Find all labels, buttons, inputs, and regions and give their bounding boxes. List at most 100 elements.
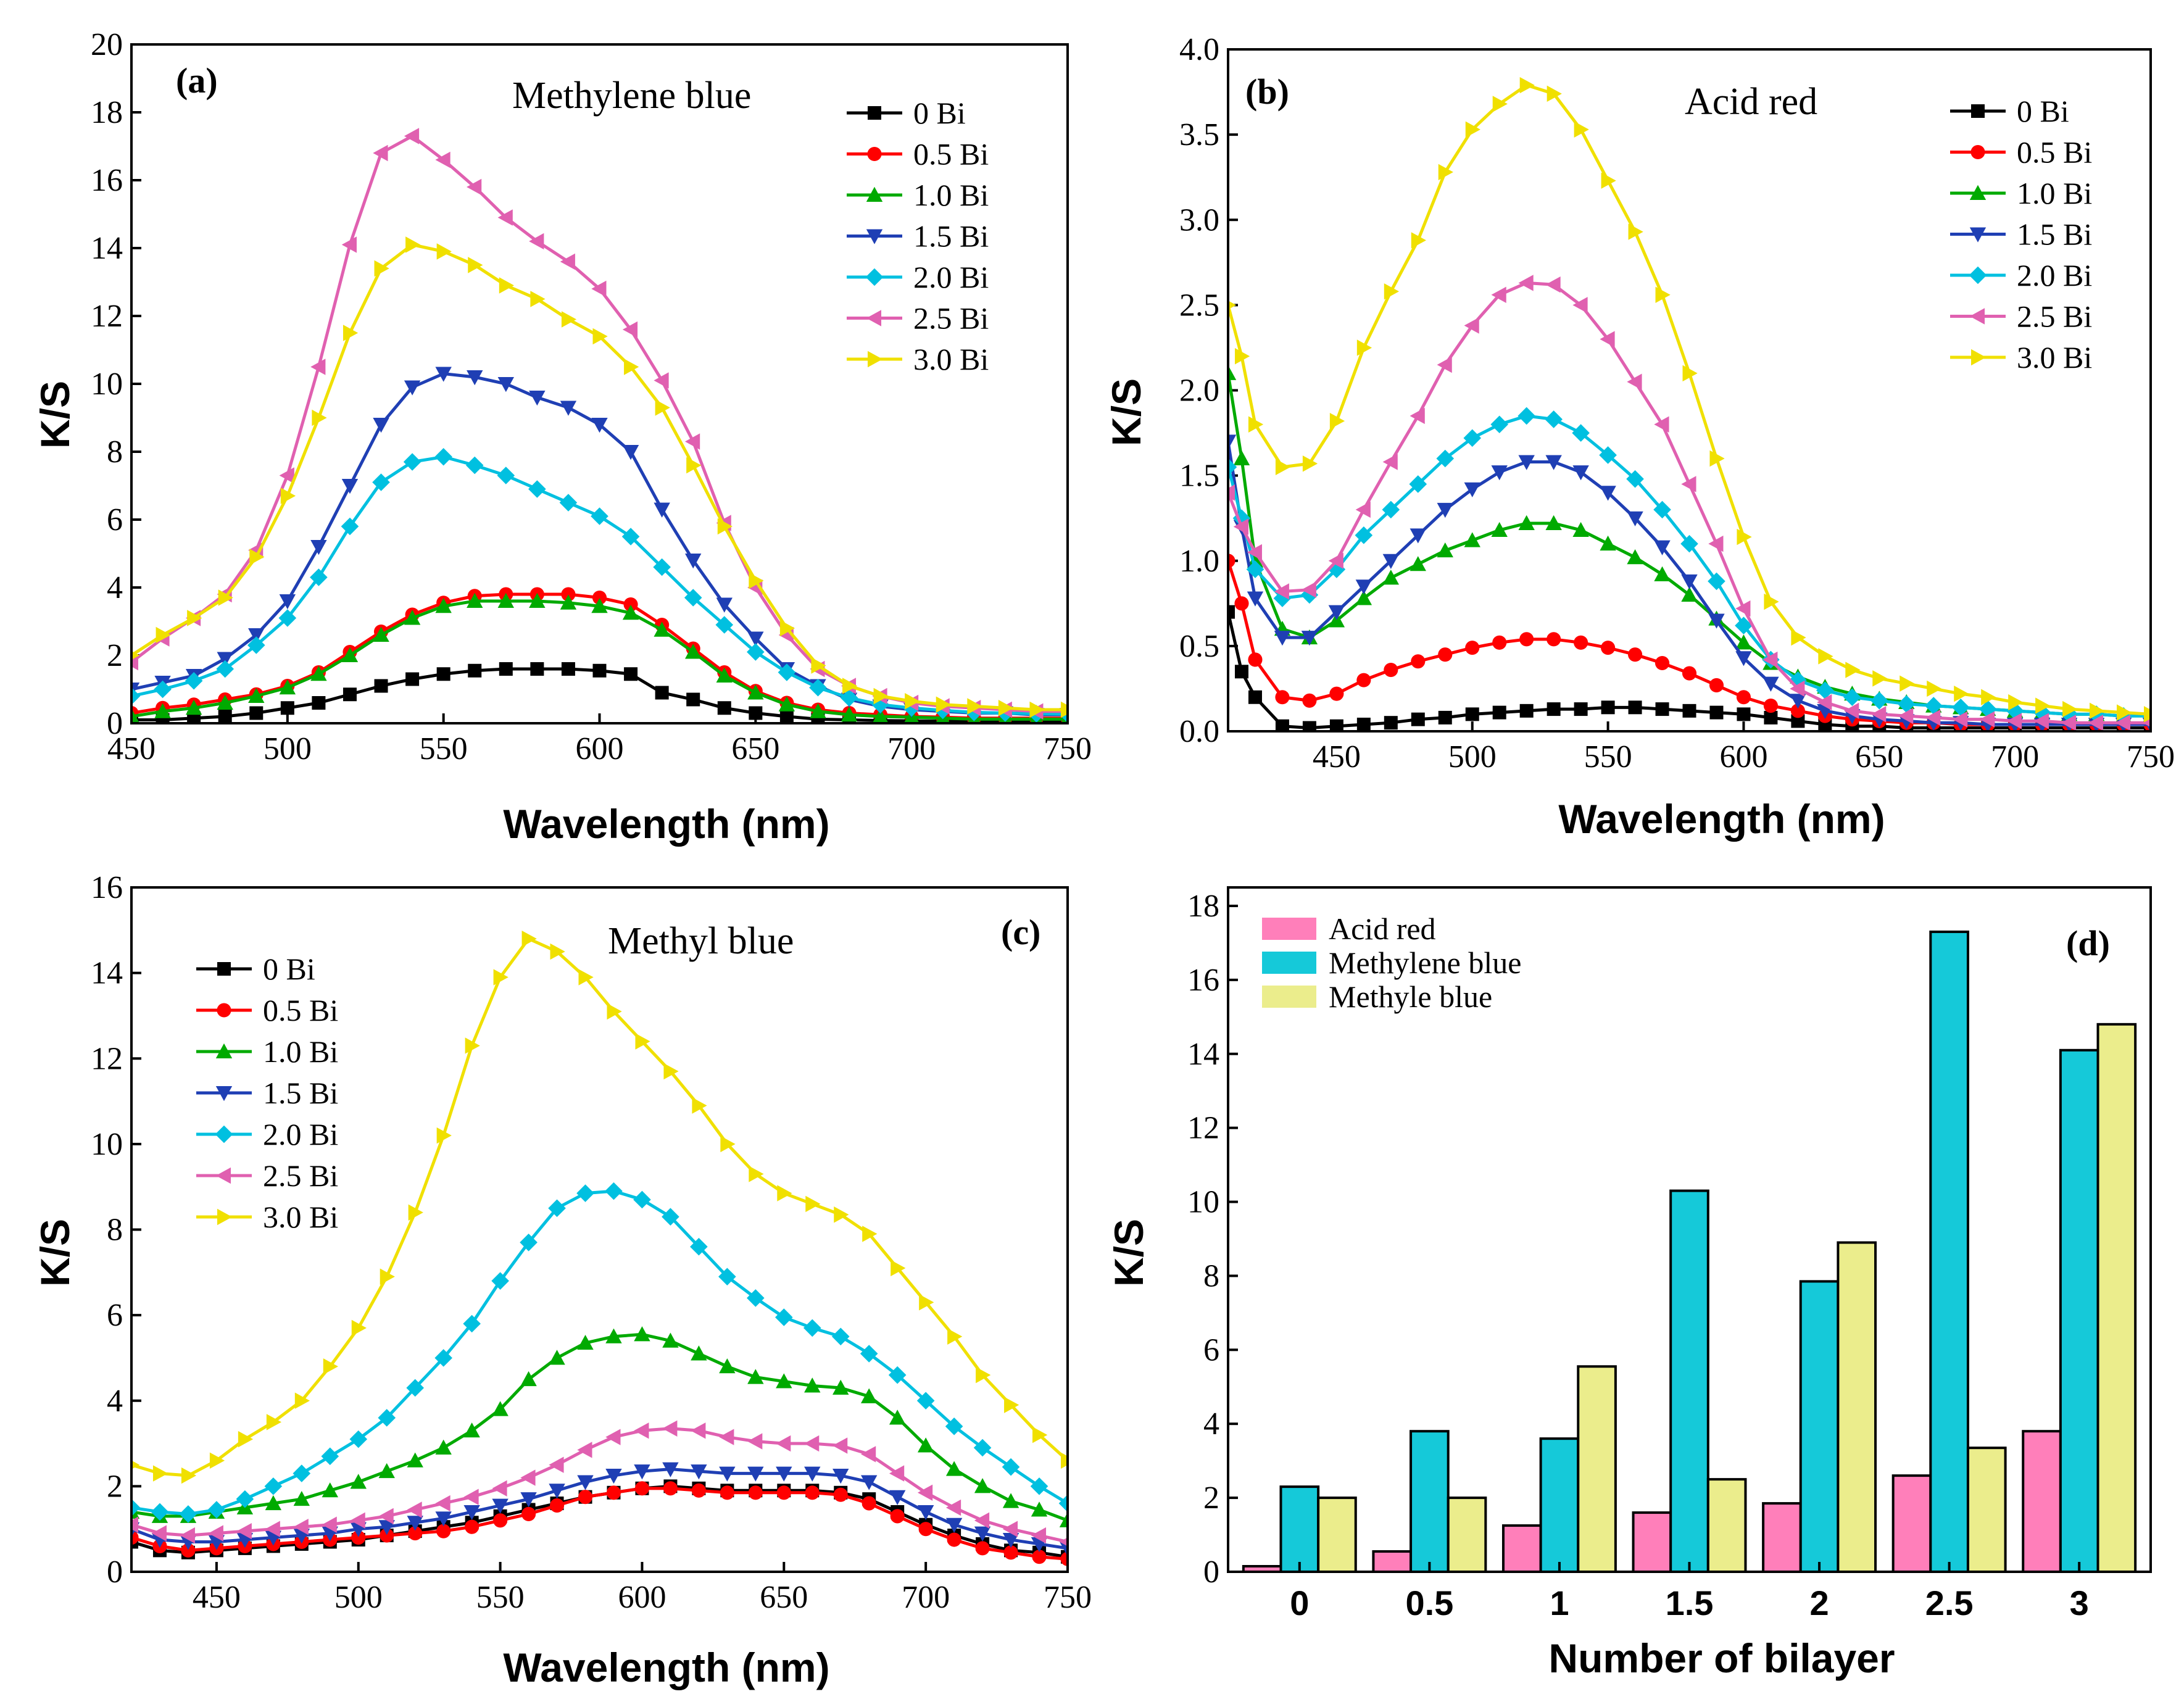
- data-point-0-bi: [592, 663, 607, 678]
- panel-d-ytick-label: 16: [1187, 963, 1219, 998]
- data-point-2-0-bi: [662, 1208, 679, 1226]
- data-point-2-5-bi: [591, 280, 607, 297]
- data-point-0-5-bi: [521, 1506, 536, 1521]
- data-point-0-bi: [249, 706, 264, 720]
- legend-label: 3.0 Bi: [2017, 340, 2092, 375]
- panel-d-ytick-label: 8: [1203, 1258, 1219, 1293]
- data-point-0-bi: [1709, 705, 1724, 720]
- data-point-1-5-bi: [404, 380, 421, 396]
- legend-swatch-marker: [866, 229, 883, 244]
- data-point-3-0-bi: [1519, 77, 1535, 94]
- panel-d-ytick-label: 0: [1203, 1555, 1219, 1590]
- panel-c-ytick-label: 14: [91, 956, 123, 991]
- data-point-1-5-bi: [634, 1464, 650, 1480]
- data-point-2-5-bi: [1274, 583, 1289, 600]
- legend-item-methylene-blue: Methylene blue: [1262, 945, 1521, 980]
- panel-b-xtick-label: 450: [1313, 739, 1361, 774]
- data-point-3-0-bi: [2090, 702, 2105, 720]
- data-point-2-5-bi: [1898, 707, 1914, 724]
- data-point-1-0-bi: [310, 666, 327, 681]
- data-point-3-0-bi: [323, 1358, 338, 1375]
- data-point-2-0-bi: [1843, 688, 1861, 707]
- legend-item-0-bi: 0 Bi: [847, 96, 966, 130]
- panel-d-ytick-label: 2: [1203, 1480, 1219, 1516]
- data-point-0-5-bi: [1329, 686, 1344, 701]
- series-2-5-bi: [1228, 275, 2151, 731]
- data-point-3-0-bi: [131, 1460, 140, 1469]
- data-point-0-5-bi: [1763, 699, 1778, 713]
- data-point-3-0-bi: [998, 700, 1014, 716]
- data-point-2-0-bi: [1735, 616, 1753, 635]
- data-point-3-0-bi: [1465, 121, 1480, 138]
- legend-label: 0 Bi: [263, 952, 315, 986]
- data-point-0-5-bi: [833, 1487, 848, 1502]
- data-point-2-5-bi: [1491, 286, 1506, 303]
- data-point-0-bi: [374, 679, 388, 693]
- data-point-1-0-bi: [1382, 570, 1400, 585]
- data-point-3-0-bi: [1061, 1452, 1068, 1469]
- panel-c-ytick-label: 6: [107, 1298, 123, 1333]
- panel-c-xlabel: Wavelength (nm): [503, 1645, 829, 1690]
- panel-d-xtick-label: 2: [1809, 1584, 1829, 1622]
- data-point-0-bi: [561, 662, 575, 676]
- data-point-2-5-bi: [1871, 706, 1887, 723]
- data-point-1-0-bi: [747, 1369, 764, 1384]
- data-point-2-0-bi: [131, 687, 141, 705]
- legend-swatch-marker: [865, 268, 884, 286]
- data-point-1-5-bi: [577, 1475, 594, 1490]
- data-point-2-0-bi: [1708, 572, 1725, 591]
- panel-b-xtick-label: 750: [2127, 739, 2175, 774]
- legend-swatch-marker: [1969, 227, 1987, 243]
- data-point-2-5-bi: [341, 236, 357, 253]
- data-point-2-5-bi: [529, 233, 544, 250]
- data-point-0-5-bi: [1736, 690, 1751, 705]
- data-point-3-0-bi: [238, 1430, 254, 1448]
- data-point-1-5-bi: [1247, 591, 1264, 607]
- panel-c-label: (c): [1001, 912, 1040, 952]
- data-point-2-5-bi: [560, 253, 575, 270]
- panel-c-xtick-label: 450: [193, 1580, 241, 1615]
- panel-b-title: Acid red: [1685, 81, 1817, 123]
- data-point-1-5-bi: [917, 1505, 934, 1521]
- panel-a-plot-area: [131, 128, 1068, 723]
- panel-a-xtick-label: 550: [420, 731, 468, 766]
- bar-methylene-blue-0-5: [1410, 1430, 1450, 1573]
- data-point-0-5-bi: [1601, 641, 1616, 655]
- data-point-3-0-bi: [777, 1185, 792, 1202]
- panel-d-ytick-label: 4: [1203, 1406, 1219, 1442]
- data-point-1-0-bi: [1491, 521, 1508, 538]
- data-point-3-0-bi: [561, 311, 577, 328]
- data-point-0-5-bi: [1032, 1550, 1047, 1564]
- data-point-0-bi: [530, 662, 544, 676]
- data-point-1-5-bi: [1355, 579, 1372, 595]
- legend-swatch-marker: [1971, 104, 1985, 118]
- data-point-1-5-bi: [549, 1484, 565, 1499]
- series-line-2-5-bi: [131, 1427, 1068, 1543]
- data-point-0-bi: [1248, 690, 1262, 704]
- data-point-3-0-bi: [294, 1392, 310, 1409]
- data-point-3-0-bi: [873, 687, 889, 705]
- panel-d-label: (d): [2066, 923, 2110, 963]
- legend-label: 2.0 Bi: [263, 1117, 338, 1152]
- data-point-3-0-bi: [465, 1037, 480, 1054]
- data-point-0-5-bi: [1547, 632, 1561, 647]
- data-point-2-0-bi: [653, 558, 671, 576]
- data-point-2-0-bi: [491, 1272, 509, 1290]
- series-line-3-0-bi: [131, 937, 1068, 1477]
- data-point-0-bi: [1519, 704, 1534, 718]
- data-point-2-0-bi: [747, 643, 765, 661]
- data-point-3-0-bi: [156, 626, 171, 644]
- data-point-1-5-bi: [662, 1462, 679, 1477]
- data-point-2-0-bi: [403, 453, 421, 471]
- legend-swatch-marker: [1969, 266, 1987, 284]
- data-point-2-0-bi: [1490, 415, 1509, 434]
- data-point-2-5-bi: [1654, 416, 1669, 433]
- data-point-2-5-bi: [804, 1435, 820, 1452]
- data-point-1-0-bi: [634, 1326, 650, 1342]
- data-point-2-0-bi: [1626, 470, 1644, 488]
- legend-swatch-marker: [867, 146, 882, 162]
- data-point-2-5-bi: [520, 1469, 536, 1486]
- bar-group-0-5: [1372, 1430, 1487, 1574]
- series-line-1-5-bi: [131, 1467, 1068, 1550]
- data-point-0-5-bi: [776, 1485, 791, 1500]
